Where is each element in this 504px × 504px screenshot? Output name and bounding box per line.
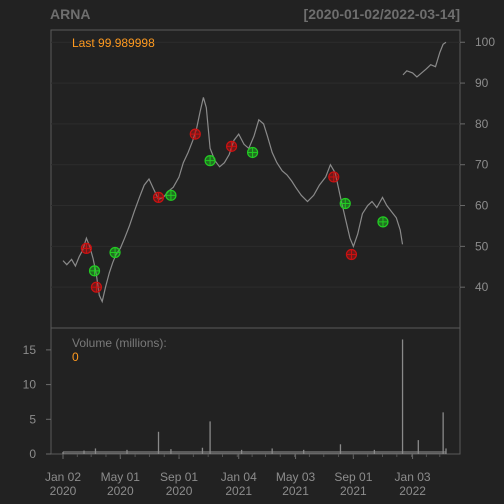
date-tick-label: May 03 bbox=[276, 470, 316, 484]
sell-signal bbox=[152, 191, 165, 203]
volume-axis: 0 5 10 15 bbox=[23, 343, 51, 461]
date-tick-label: Jan 04 bbox=[221, 470, 257, 484]
buy-signal bbox=[377, 216, 389, 228]
price-axis: 40 50 60 70 80 90 100 bbox=[460, 35, 495, 294]
trade-signals bbox=[80, 128, 389, 293]
date-tick-label: Jan 03 bbox=[395, 470, 431, 484]
date-tick-year: 2021 bbox=[340, 484, 367, 498]
price-tick-label: 100 bbox=[475, 35, 495, 49]
date-tick-year: 2021 bbox=[282, 484, 309, 498]
buy-signal bbox=[88, 265, 101, 277]
sell-signal bbox=[328, 171, 340, 183]
sell-signal bbox=[345, 248, 358, 261]
date-range-label: [2020-01-02/2022-03-14] bbox=[304, 6, 460, 22]
buy-signal bbox=[204, 155, 216, 167]
price-line-segment bbox=[62, 97, 404, 304]
buy-signal bbox=[109, 246, 121, 259]
price-tick-label: 90 bbox=[475, 76, 489, 90]
price-tick-label: 70 bbox=[475, 158, 489, 172]
volume-base bbox=[63, 451, 446, 454]
volume-tick-label: 15 bbox=[23, 343, 37, 357]
volume-tick-label: 10 bbox=[23, 378, 37, 392]
sell-signal bbox=[90, 281, 103, 293]
buy-signal bbox=[339, 197, 351, 210]
price-tick-label: 50 bbox=[475, 239, 489, 253]
price-tick-label: 60 bbox=[475, 199, 489, 213]
volume-tick-label: 5 bbox=[29, 412, 36, 426]
price-tick-label: 80 bbox=[475, 117, 489, 131]
date-tick-year: 2020 bbox=[107, 484, 134, 498]
buy-signal bbox=[165, 189, 177, 201]
date-tick-year: 2022 bbox=[399, 484, 426, 498]
volume-series bbox=[62, 339, 447, 454]
date-tick-label: Sep 01 bbox=[334, 470, 372, 484]
buy-signal bbox=[246, 146, 259, 159]
sell-signal bbox=[189, 128, 201, 140]
last-price-label: Last 99.989998 bbox=[72, 36, 155, 50]
price-gridlines bbox=[51, 41, 460, 288]
price-series bbox=[62, 41, 447, 304]
volume-last-value: 0 bbox=[72, 350, 79, 364]
price-panel-frame bbox=[50, 29, 461, 329]
volume-tick-label: 0 bbox=[29, 447, 36, 461]
price-tick-label: 40 bbox=[475, 280, 489, 294]
date-tick-label: May 01 bbox=[101, 470, 141, 484]
date-tick-label: Jan 02 bbox=[45, 470, 81, 484]
date-tick-label: Sep 01 bbox=[160, 470, 198, 484]
date-tick-year: 2021 bbox=[225, 484, 252, 498]
sell-signal bbox=[225, 140, 238, 152]
sell-signal bbox=[80, 242, 93, 254]
chart-title: ARNA bbox=[50, 6, 90, 22]
date-tick-year: 2020 bbox=[50, 484, 77, 498]
price-line-segment bbox=[402, 41, 447, 78]
date-tick-year: 2020 bbox=[166, 484, 193, 498]
volume-panel-title: Volume (millions): bbox=[72, 336, 167, 350]
